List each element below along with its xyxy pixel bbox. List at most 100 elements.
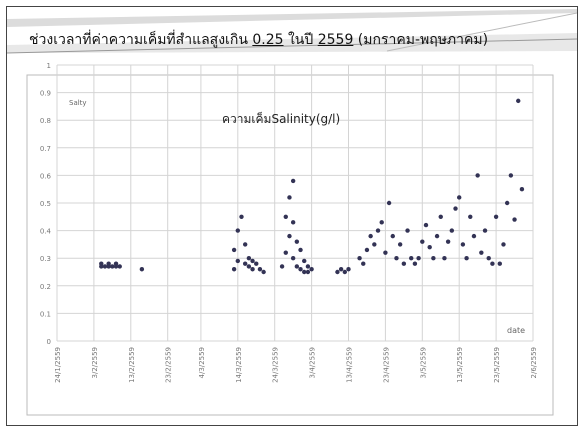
data-point [113, 264, 119, 269]
data-point [242, 242, 248, 247]
data-point [434, 233, 440, 239]
data-point [445, 239, 451, 244]
data-point [231, 267, 237, 272]
data-point [490, 261, 495, 266]
data-point [519, 187, 525, 192]
data-point [302, 258, 307, 264]
data-point [471, 233, 477, 239]
title-part: ช่วงเวลาที่ค่าความเค็มที่สำแลสูงเกิน [29, 32, 253, 48]
x-tick-label: 2/6/2559 [530, 347, 538, 378]
data-point [475, 173, 480, 178]
data-point [412, 261, 418, 266]
data-point [386, 200, 392, 206]
data-point [246, 256, 252, 261]
data-point [99, 261, 104, 266]
data-point [375, 228, 381, 233]
data-point [106, 264, 111, 269]
data-point [394, 256, 399, 261]
data-point [405, 228, 410, 233]
data-point [305, 269, 311, 275]
data-point [102, 264, 108, 269]
data-point [438, 214, 443, 219]
x-tick-label: 3/2/2559 [91, 347, 99, 378]
x-axis-label: date [507, 326, 525, 335]
data-point [335, 269, 340, 275]
x-tick-label: 14/3/2559 [235, 347, 243, 383]
x-tick-label: 23/2/2559 [165, 347, 173, 383]
data-point [110, 264, 115, 269]
data-point [442, 256, 447, 261]
data-point [290, 220, 296, 225]
data-point [427, 244, 432, 250]
data-point [283, 214, 288, 219]
data-point [298, 247, 303, 253]
data-point [287, 195, 292, 200]
data-point [379, 220, 384, 225]
data-point [235, 258, 241, 264]
data-point [342, 269, 348, 275]
data-point [231, 247, 237, 253]
data-point [287, 233, 292, 239]
data-point [257, 267, 263, 272]
title-part: (มกราคม-พฤษภาคม) [353, 32, 489, 48]
data-point [309, 267, 314, 272]
data-point [368, 233, 373, 239]
data-point [305, 264, 311, 269]
salinity-chart: 0 0.1 0.2 0.3 0.4 0.5 0.6 0.7 0.8 0.9 1 24/1/2559 3… [26, 62, 554, 416]
data-point [482, 228, 488, 233]
y-tick-label: 0.5 [40, 200, 51, 208]
y-tick-label: 0.7 [40, 145, 51, 153]
data-point [250, 258, 255, 264]
data-point [279, 264, 285, 269]
x-tick-label: 23/5/2559 [493, 347, 501, 383]
x-tick-label: 24/3/2559 [272, 347, 280, 383]
data-point [290, 178, 296, 184]
data-point [254, 261, 259, 266]
x-tick-label: 13/4/2559 [346, 347, 354, 383]
data-point [449, 228, 455, 233]
data-point [486, 256, 491, 261]
y-tick-label: 0.8 [40, 117, 51, 125]
data-point [261, 269, 266, 275]
data-point [460, 242, 466, 247]
x-tick-label: 13/5/2559 [456, 347, 464, 383]
data-point [431, 256, 436, 261]
data-point [409, 256, 414, 261]
y-tick-label: 0.2 [40, 283, 51, 291]
data-point [239, 214, 244, 219]
x-tick-label: 3/5/2559 [419, 347, 427, 378]
data-point [250, 267, 255, 272]
data-point [372, 242, 377, 247]
data-point [497, 261, 502, 266]
data-point [468, 214, 473, 219]
data-point [464, 256, 469, 261]
chart-frame [26, 74, 554, 416]
data-point [516, 98, 521, 104]
data-point [364, 247, 370, 253]
data-point [346, 267, 351, 272]
slide: ช่วงเวลาที่ค่าความเค็มที่สำแลสูงเกิน 0.2… [6, 6, 578, 426]
y-tick-label: 0 [47, 338, 51, 346]
x-tick-label: 23/4/2559 [382, 347, 390, 383]
x-tick-label: 13/2/2559 [128, 347, 136, 383]
data-point [453, 206, 458, 211]
y-tick-label: 0.4 [40, 228, 52, 236]
data-point [457, 195, 462, 200]
title-part: 2559 [317, 32, 354, 48]
data-point [294, 239, 300, 244]
data-point [397, 242, 403, 247]
data-point [390, 233, 395, 239]
data-point [508, 173, 514, 178]
title-part: ในปี [283, 32, 318, 48]
data-point [139, 267, 145, 272]
data-point [416, 256, 421, 261]
data-point [298, 267, 303, 272]
data-point [290, 256, 296, 261]
data-point [512, 217, 517, 222]
title-banner [7, 9, 577, 54]
data-point [420, 239, 425, 244]
data-point [302, 269, 307, 275]
data-point [357, 256, 362, 261]
data-point [361, 261, 366, 266]
data-point [501, 242, 506, 247]
